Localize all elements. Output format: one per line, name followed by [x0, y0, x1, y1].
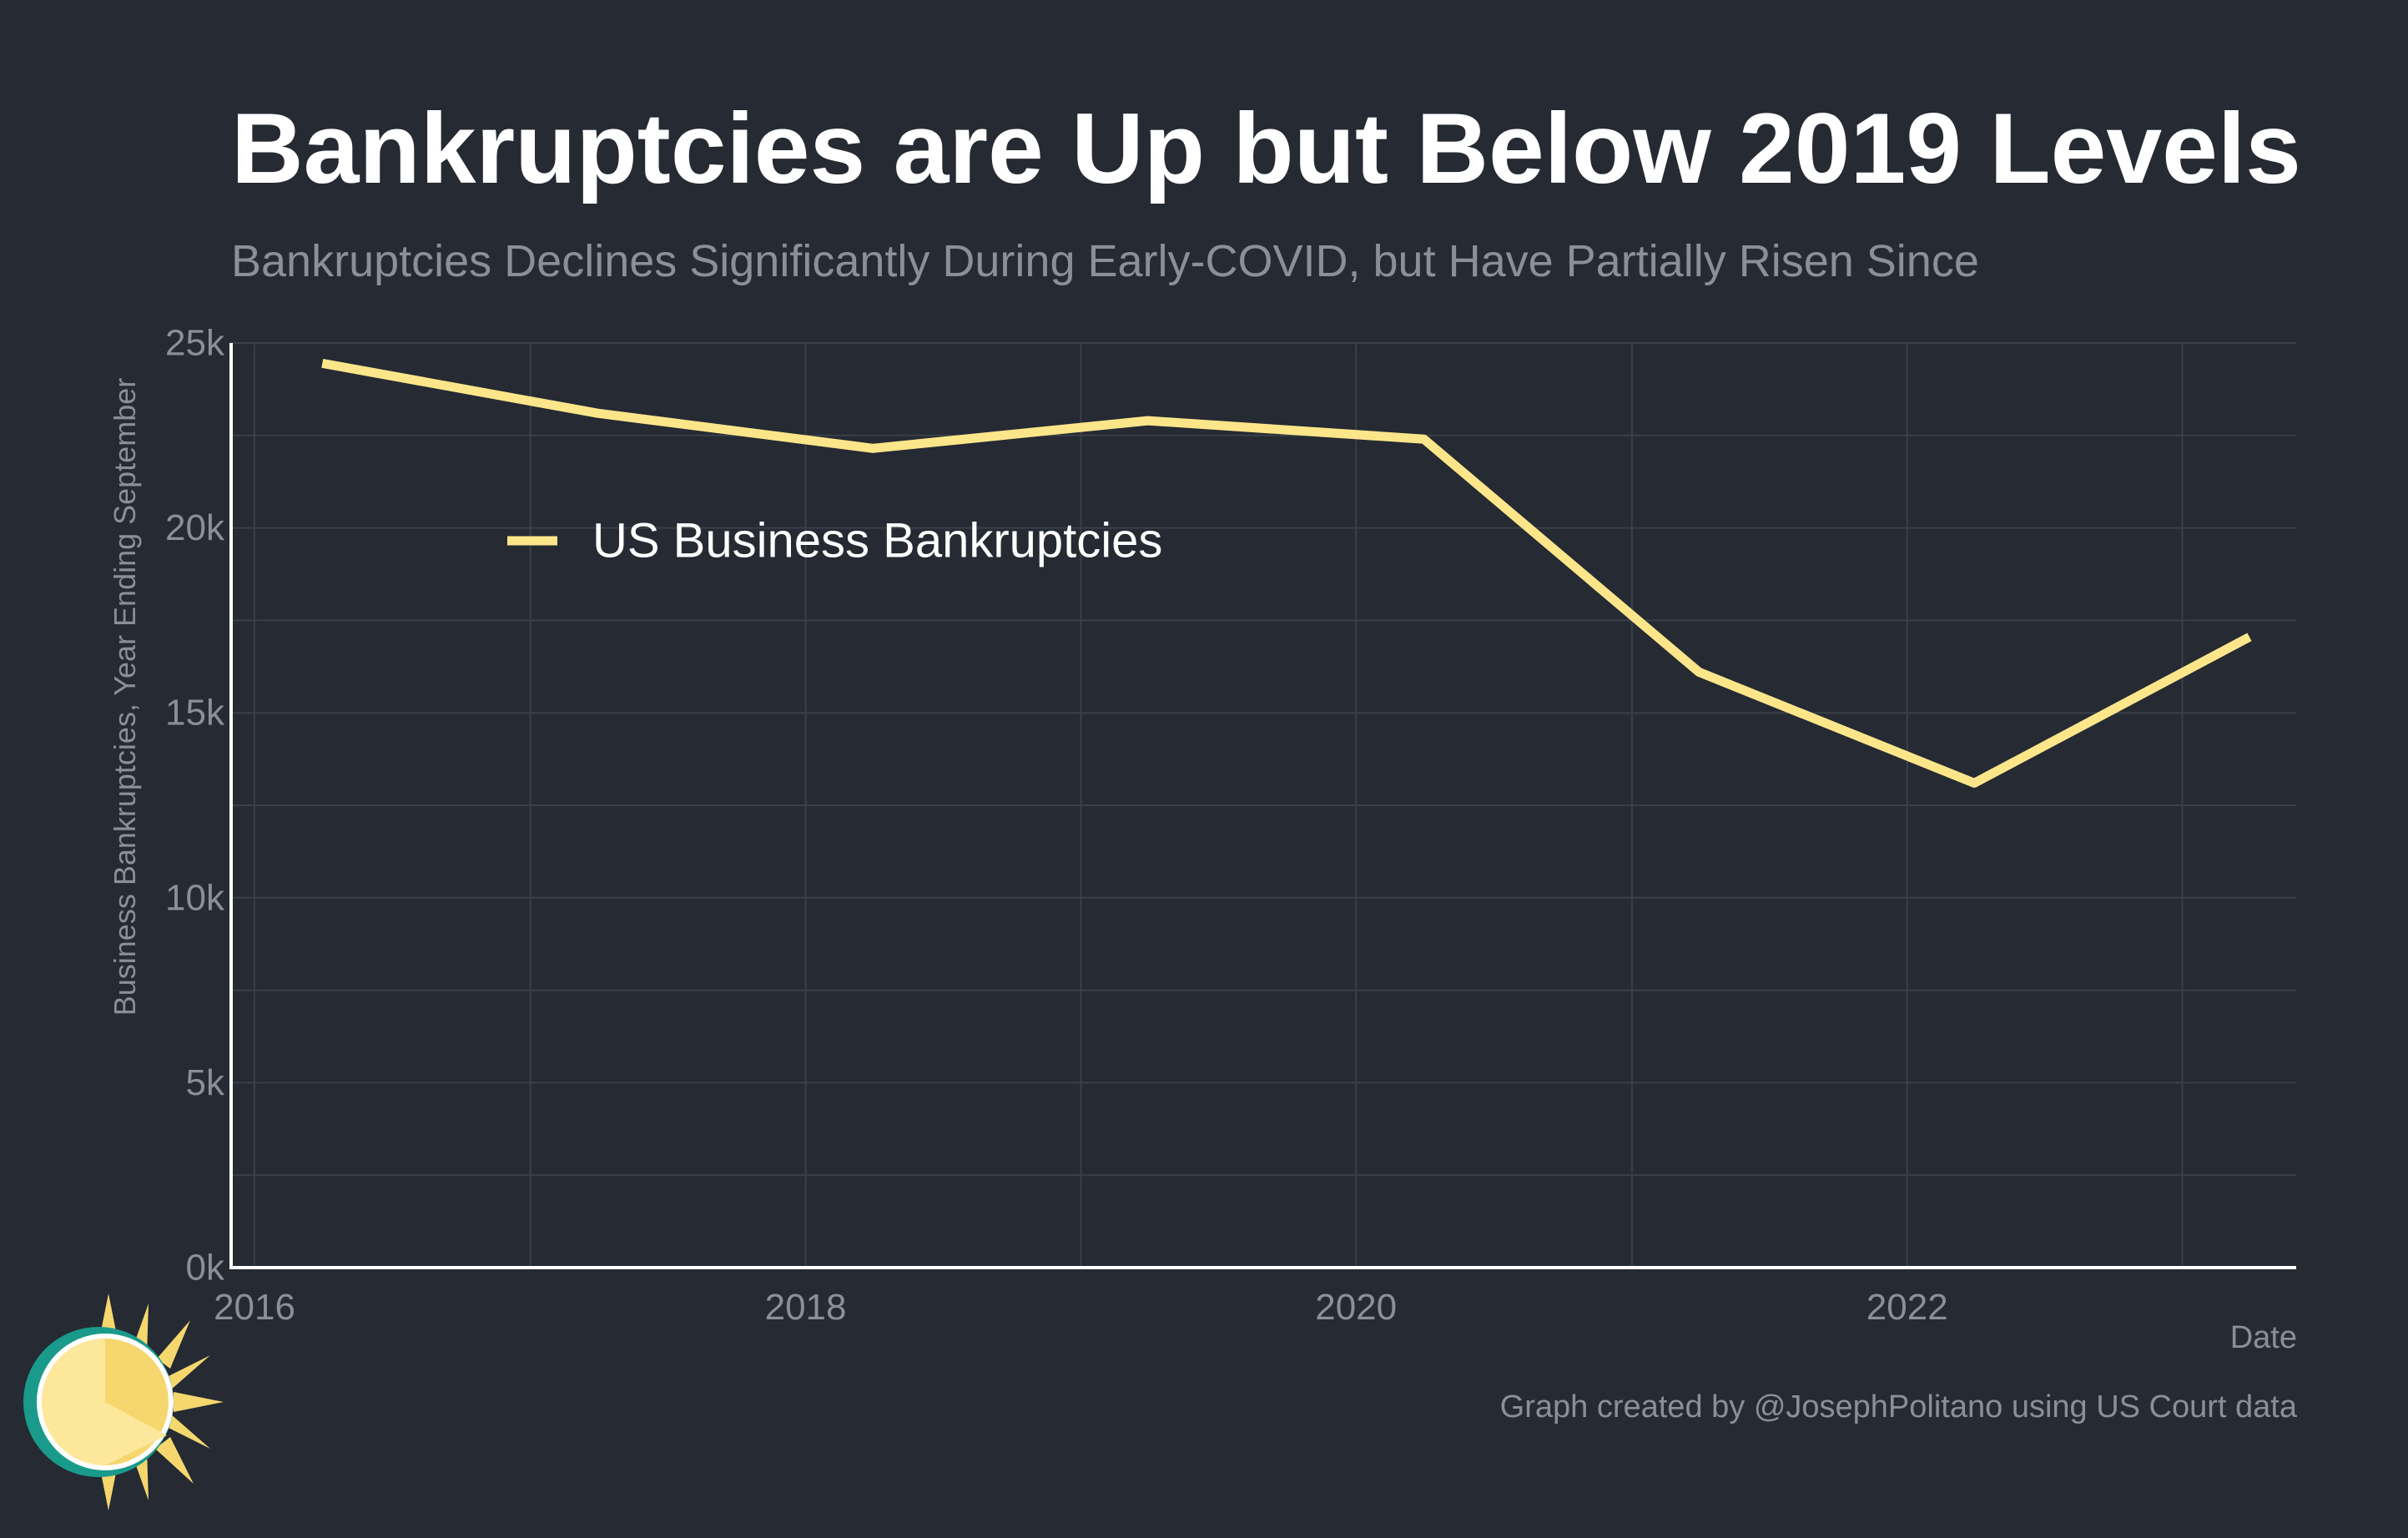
x-tick-label: 2016: [214, 1287, 295, 1328]
x-tick-label: 2022: [1866, 1287, 1948, 1328]
source-caption: Graph created by @JosephPolitano using U…: [1499, 1389, 2297, 1425]
x-tick-label: 2020: [1315, 1287, 1397, 1328]
y-tick-label: 5k: [186, 1062, 225, 1103]
y-tick-label: 15k: [165, 693, 225, 734]
x-tick-label: 2018: [765, 1287, 847, 1328]
chart-subtitle: Bankruptcies Declines Significantly Duri…: [231, 236, 1979, 286]
x-axis-label: Date: [2229, 1320, 2297, 1355]
y-tick-label: 25k: [165, 323, 225, 364]
chart-title: Bankruptcies are Up but Below 2019 Level…: [231, 93, 2301, 204]
y-tick-label: 10k: [165, 877, 225, 918]
y-tick-label: 0k: [186, 1248, 225, 1288]
series-line: [321, 358, 2252, 788]
y-tick-label: 20k: [165, 507, 225, 548]
sun-icon: [23, 1293, 224, 1510]
legend-label: US Business Bankruptcies: [592, 514, 1162, 568]
